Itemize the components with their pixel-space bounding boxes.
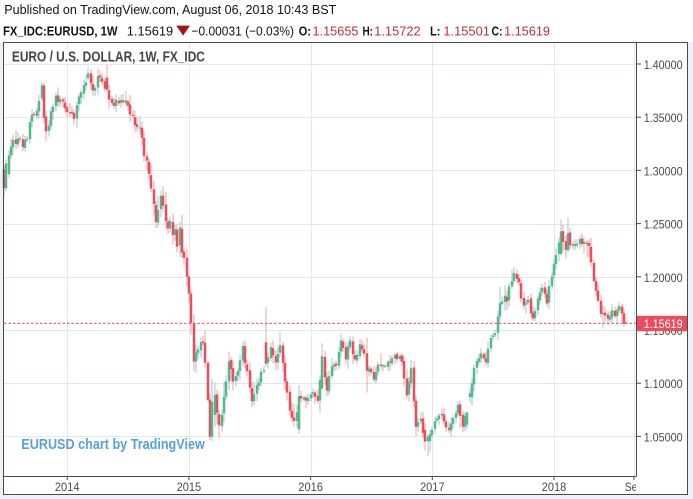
svg-text:−0.00031 (−0.03%): −0.00031 (−0.03%) (192, 24, 295, 39)
svg-text:1.15619: 1.15619 (127, 24, 173, 39)
svg-text:EURO / U.S. DOLLAR, 1W, FX_IDC: EURO / U.S. DOLLAR, 1W, FX_IDC (12, 49, 205, 65)
svg-text:2017: 2017 (420, 480, 445, 494)
svg-text:C:: C: (492, 24, 503, 39)
svg-text:FX_IDC:EURUSD, 1W: FX_IDC:EURUSD, 1W (3, 24, 118, 39)
svg-text:1.05000: 1.05000 (644, 430, 683, 444)
svg-text:H:: H: (363, 24, 374, 39)
svg-text:1.30000: 1.30000 (644, 164, 683, 178)
svg-text:1.15619: 1.15619 (644, 317, 683, 331)
svg-text:1.20000: 1.20000 (644, 271, 683, 285)
svg-text:1.15722: 1.15722 (374, 24, 421, 39)
svg-text:1.15501: 1.15501 (443, 24, 490, 39)
svg-text:1.40000: 1.40000 (644, 58, 683, 72)
svg-text:EURUSD chart by TradingView: EURUSD chart by TradingView (21, 437, 205, 453)
svg-text:1.35000: 1.35000 (644, 111, 683, 125)
svg-text:L:: L: (430, 24, 441, 39)
svg-text:1.25000: 1.25000 (644, 218, 683, 232)
svg-text:O:: O: (299, 24, 311, 39)
svg-text:2015: 2015 (177, 480, 202, 494)
svg-text:1.15655: 1.15655 (313, 24, 359, 39)
svg-text:2016: 2016 (298, 480, 323, 494)
svg-text:2014: 2014 (55, 480, 80, 494)
svg-text:Published on TradingView.com,: Published on TradingView.com, August 06,… (4, 2, 336, 17)
svg-text:1.10000: 1.10000 (644, 377, 683, 391)
svg-text:1.15619: 1.15619 (504, 24, 550, 39)
svg-text:Sep: Sep (625, 480, 644, 494)
svg-text:2018: 2018 (542, 480, 567, 494)
